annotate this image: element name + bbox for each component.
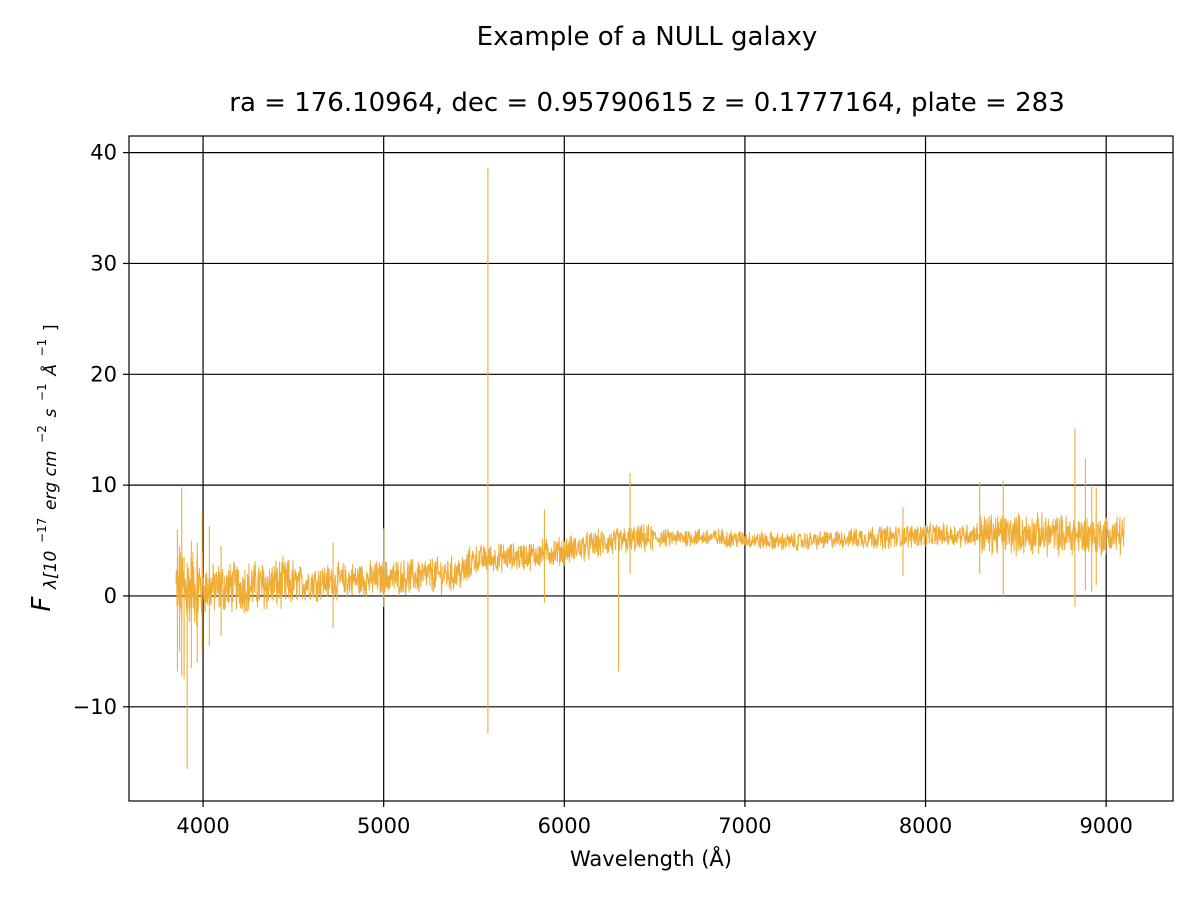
x-tick-label: 8000	[899, 814, 952, 838]
axes-frame	[128, 135, 1174, 802]
y-label-sup4: −1	[35, 339, 49, 357]
y-tick-label: 0	[104, 584, 117, 608]
spectrum-line	[175, 512, 1125, 627]
x-tick-label: 5000	[357, 814, 410, 838]
x-axis-label: Wavelength (Å)	[570, 845, 732, 871]
x-tick-label: 4000	[176, 814, 229, 838]
y-tick-label: 40	[90, 141, 117, 165]
x-tick-label: 9000	[1079, 814, 1132, 838]
y-tick-label: 10	[90, 473, 117, 497]
x-tick-label: 7000	[718, 814, 771, 838]
grid	[129, 136, 1173, 801]
ticks: 4000 5000 6000 7000 8000 9000 −10 0 10 20 30 40	[73, 141, 1133, 838]
chart-title: Example of a NULL galaxy	[476, 22, 818, 52]
y-axis-label: F λ[10 −17 erg cm −2 s −1 Å −1 ]	[24, 324, 62, 611]
y-label-main: F	[27, 596, 57, 612]
x-tick-label: 6000	[538, 814, 591, 838]
y-label-mid1: erg cm	[41, 450, 61, 510]
y-label-sup2: −2	[35, 425, 49, 443]
chart-subtitle: ra = 176.10964, dec = 0.95790615 z = 0.1…	[229, 88, 1065, 118]
y-label-sup3: −1	[35, 383, 49, 401]
y-label-suffix: ]	[41, 324, 61, 331]
y-label-sup1: −17	[35, 518, 49, 543]
y-label-sub-prefix: λ[10	[41, 551, 61, 590]
y-label-mid2: s	[41, 409, 61, 418]
y-tick-label: −10	[73, 695, 117, 719]
y-label-mid3: Å	[39, 364, 61, 377]
data-layer	[175, 168, 1125, 769]
y-tick-label: 30	[90, 251, 117, 275]
y-tick-label: 20	[90, 362, 117, 386]
